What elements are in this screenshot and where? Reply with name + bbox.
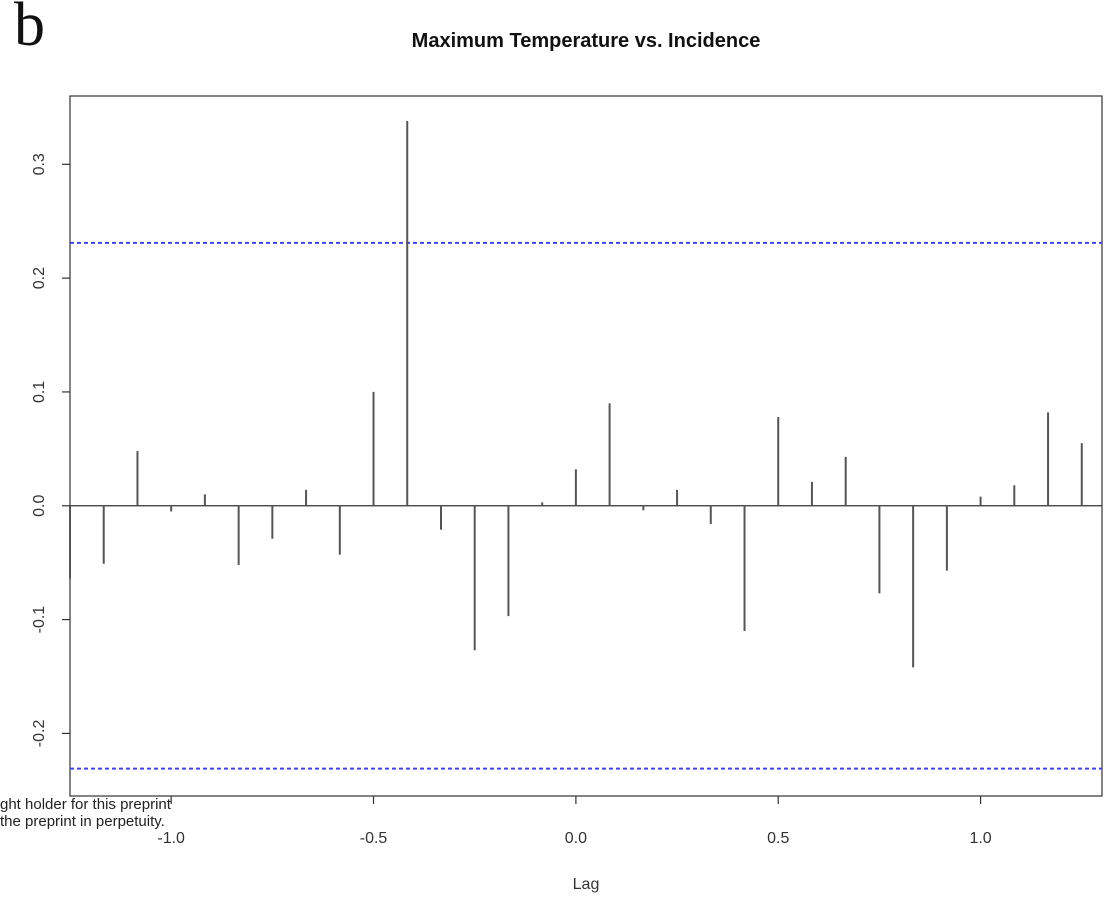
x-tick-label: 0.5 [767, 830, 789, 847]
x-axis-label: Lag [573, 876, 600, 893]
watermark-line-2: the preprint in perpetuity. [0, 813, 165, 830]
y-tick-label: -0.2 [31, 720, 48, 748]
chart-marks: -1.0 -0.5 0.0 0.5 1.0 -0.2 -0.1 0.0 0.1 0.2 0.3 [31, 121, 1102, 847]
plot-frame [69, 95, 1103, 797]
y-tick-label: 0.0 [31, 495, 48, 517]
x-tick-label: 0.0 [565, 830, 587, 847]
x-tick-label: -1.0 [157, 830, 185, 847]
x-tick-label: -0.5 [360, 830, 388, 847]
y-tick-label: 0.3 [31, 153, 48, 175]
y-tick-label: 0.2 [31, 267, 48, 289]
x-tick-label: 1.0 [969, 830, 991, 847]
y-tick-label: -0.1 [31, 606, 48, 634]
y-tick-label: 0.1 [31, 381, 48, 403]
panel-label: b [14, 0, 45, 59]
watermark-line-1: ght holder for this preprint [0, 796, 171, 813]
chart-title: Maximum Temperature vs. Incidence [412, 30, 761, 52]
